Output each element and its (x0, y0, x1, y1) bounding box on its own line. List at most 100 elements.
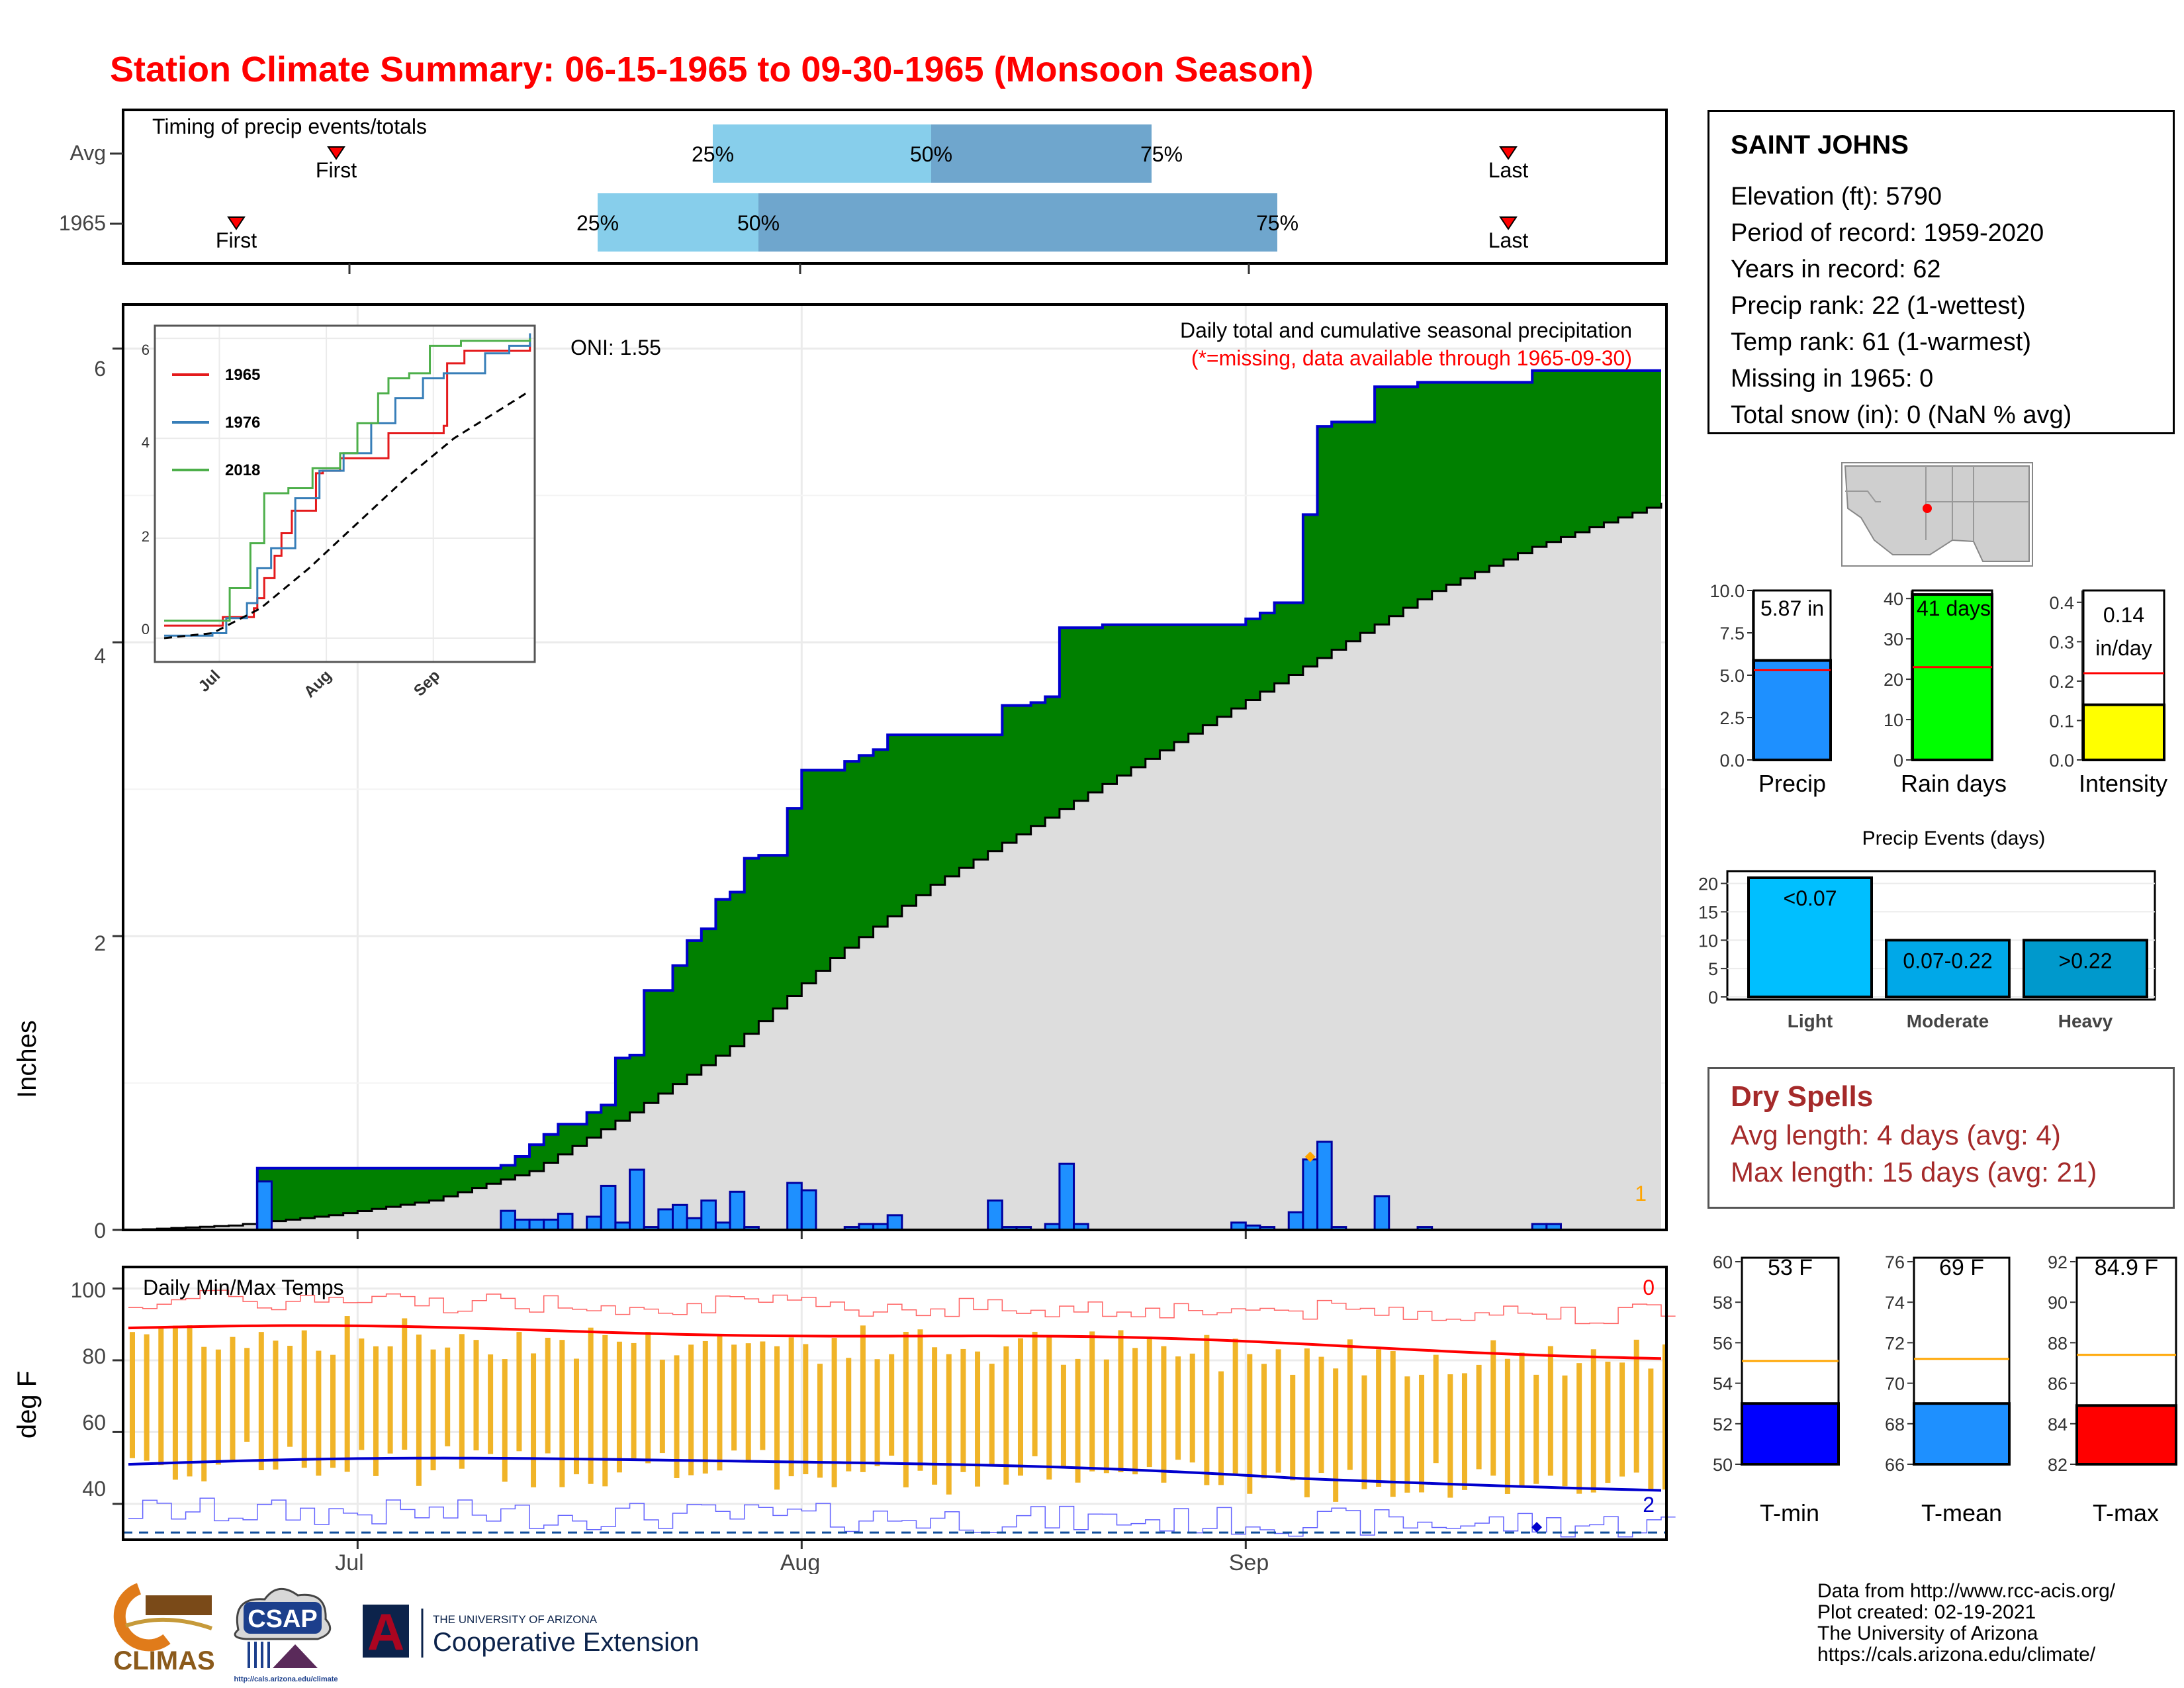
temp-daily-range-bar-12 (301, 1330, 307, 1468)
summary-ticklabel-1-1: 10 (1884, 710, 1903, 730)
daily-precip-bar-2 (514, 1218, 531, 1231)
temp-daily-range-bar-92 (1447, 1374, 1453, 1498)
temp-summary-bars: 50 52 54 56 58 60 53 F 66 68 70 72 74 76 69 F 82 84 86 88… (1713, 1252, 2177, 1526)
station-info-box: SAINT JOHNS Elevation (ft): 5790 Period … (1707, 110, 2175, 434)
tempsum-ticklabel-2-3: 88 (2048, 1333, 2068, 1353)
tempsum-ticklabel-1-2: 70 (1885, 1374, 1905, 1394)
temp-daily-range-bar-74 (1189, 1353, 1195, 1463)
temp-daily-range-bar-79 (1261, 1364, 1267, 1479)
tempsum-ticklabel-0-0: 50 (1713, 1455, 1733, 1475)
avg-p25-label: 25% (692, 142, 734, 166)
daily-precip-bar-13 (686, 1217, 703, 1231)
temp-daily-range-bar-102 (1590, 1349, 1596, 1493)
temp-daily-range-bar-48 (817, 1364, 823, 1478)
temp-daily-range-bar-39 (688, 1344, 694, 1476)
footer-url: https://cals.arizona.edu/climate/ (1817, 1644, 2096, 1665)
tempsum-value-1: 69 F (1939, 1255, 1984, 1280)
temp-ytick-60: 60 (82, 1411, 106, 1434)
events-ticklabel-3: 15 (1698, 902, 1718, 922)
tempsum-ticklabel-1-0: 66 (1885, 1455, 1905, 1475)
summary-bar-2 (2082, 703, 2165, 762)
temp-daily-range-bar-60 (989, 1364, 995, 1466)
events-bar-2 (2023, 939, 2148, 999)
station-snow: Total snow (in): 0 (NaN % avg) (1731, 401, 2072, 429)
temp-daily-range-bar-3 (172, 1325, 178, 1480)
events-ticklabel-4: 20 (1698, 874, 1718, 894)
summary-label-raindays: Rain days (1901, 770, 2007, 797)
precip-y-axis-label: Inches (13, 1020, 42, 1098)
temp-daily-range-bar-37 (659, 1360, 665, 1454)
summary-ticklabel-1-3: 30 (1884, 630, 1903, 649)
tempsum-bar-0 (1741, 1402, 1840, 1466)
temp-daily-range-bar-86 (1361, 1375, 1367, 1489)
year-p50-label: 50% (737, 211, 780, 235)
summary-bar-1 (1911, 593, 1993, 761)
daily-precip-bar-14 (700, 1199, 717, 1231)
inset-xtick-sep: Sep (410, 667, 443, 700)
dry-spells-title: Dry Spells (1731, 1080, 1874, 1113)
daily-precip-bar-7 (600, 1184, 617, 1231)
temp-daily-range-bar-5 (201, 1346, 207, 1481)
avg-first-label: First (316, 158, 357, 182)
tempsum-ticklabel-0-2: 54 (1713, 1374, 1733, 1394)
temp-daily-range-bar-71 (1146, 1336, 1152, 1468)
station-period: Period of record: 1959-2020 (1731, 219, 2044, 247)
summary-ticklabel-1-2: 20 (1884, 670, 1903, 690)
temp-daily-range-bar-2 (158, 1328, 164, 1466)
temp-avg-min-line (128, 1456, 1662, 1492)
events-bar-0 (1747, 876, 1873, 998)
temp-daily-range-bar-16 (359, 1338, 365, 1450)
daily-precip-bar-34 (1302, 1158, 1319, 1231)
csap-url: http://cals.arizona.edu/climate (234, 1675, 338, 1683)
events-ticklabel-2: 10 (1698, 931, 1718, 951)
temp-daily-range-bar-55 (917, 1329, 923, 1471)
tempsum-value-0: 53 F (1768, 1255, 1813, 1280)
temp-daily-range-bar-14 (330, 1354, 336, 1468)
summary-label-precip: Precip (1758, 770, 1826, 797)
daily-precip-bar-5 (557, 1213, 574, 1231)
temp-daily-range-bar-84 (1333, 1368, 1339, 1502)
temp-daily-range-bar-17 (373, 1346, 379, 1476)
temp-record-min-line (128, 1497, 1676, 1538)
precip-ytick-0: 0 (94, 1219, 106, 1243)
temp-daily-range-bar-96 (1504, 1358, 1510, 1494)
dry-spells-max: Max length: 15 days (avg: 21) (1731, 1156, 2097, 1188)
temp-daily-range-bar-75 (1204, 1335, 1210, 1485)
tempsum-value-2: 84.9 F (2095, 1255, 2158, 1280)
temp-daily-range-bar-40 (702, 1340, 708, 1474)
tempsum-bar-1 (1913, 1402, 2011, 1466)
temp-chart: Daily Min/Max Temps deg F 40 60 80 100 J… (13, 1266, 1676, 1574)
tempsum-bar-2 (2075, 1404, 2177, 1466)
dry-spells-avg: Avg length: 4 days (avg: 4) (1731, 1119, 2061, 1150)
summary-ticklabel-0-4: 10.0 (1709, 581, 1745, 601)
daily-precip-bar-3 (528, 1218, 545, 1231)
daily-precip-bar-33 (1287, 1211, 1304, 1231)
events-ticklabel-0: 0 (1708, 988, 1718, 1008)
tempsum-ticklabel-0-1: 52 (1713, 1415, 1733, 1434)
ua-logo-letter: A (367, 1603, 404, 1661)
temp-daily-range-bar-77 (1232, 1338, 1238, 1474)
temp-daily-range-bar-76 (1218, 1371, 1224, 1485)
average-cumulative-area (128, 502, 1661, 1230)
temp-daily-range-bar-87 (1376, 1349, 1382, 1487)
temp-daily-range-bar-49 (831, 1338, 837, 1487)
summary-ticklabel-0-3: 7.5 (1719, 624, 1745, 643)
daily-precip-bar-6 (586, 1215, 602, 1231)
inset-line-1976 (164, 333, 531, 637)
temp-ytick-40: 40 (82, 1477, 106, 1501)
inset-ytick-0: 0 (142, 621, 150, 637)
inset-background (155, 326, 535, 662)
temp-daily-range-bar-46 (788, 1337, 794, 1477)
average-cumulative-line (128, 502, 1662, 1231)
temp-daily-range-bar-58 (960, 1348, 966, 1472)
tempsum-ticklabel-2-0: 82 (2048, 1455, 2068, 1475)
temp-daily-range-bar-59 (975, 1351, 981, 1487)
inset-legend-2018: 2018 (225, 461, 260, 479)
temp-daily-range-bar-0 (130, 1332, 135, 1458)
temp-daily-range-bar-64 (1046, 1335, 1052, 1480)
timing-row-label-avg: Avg (69, 141, 106, 165)
temp-record-low-marker (1531, 1522, 1542, 1533)
temp-daily-range-bar-8 (244, 1348, 250, 1442)
station-missing: Missing in 1965: 0 (1731, 365, 1934, 393)
avg-p75-label: 75% (1140, 142, 1183, 166)
